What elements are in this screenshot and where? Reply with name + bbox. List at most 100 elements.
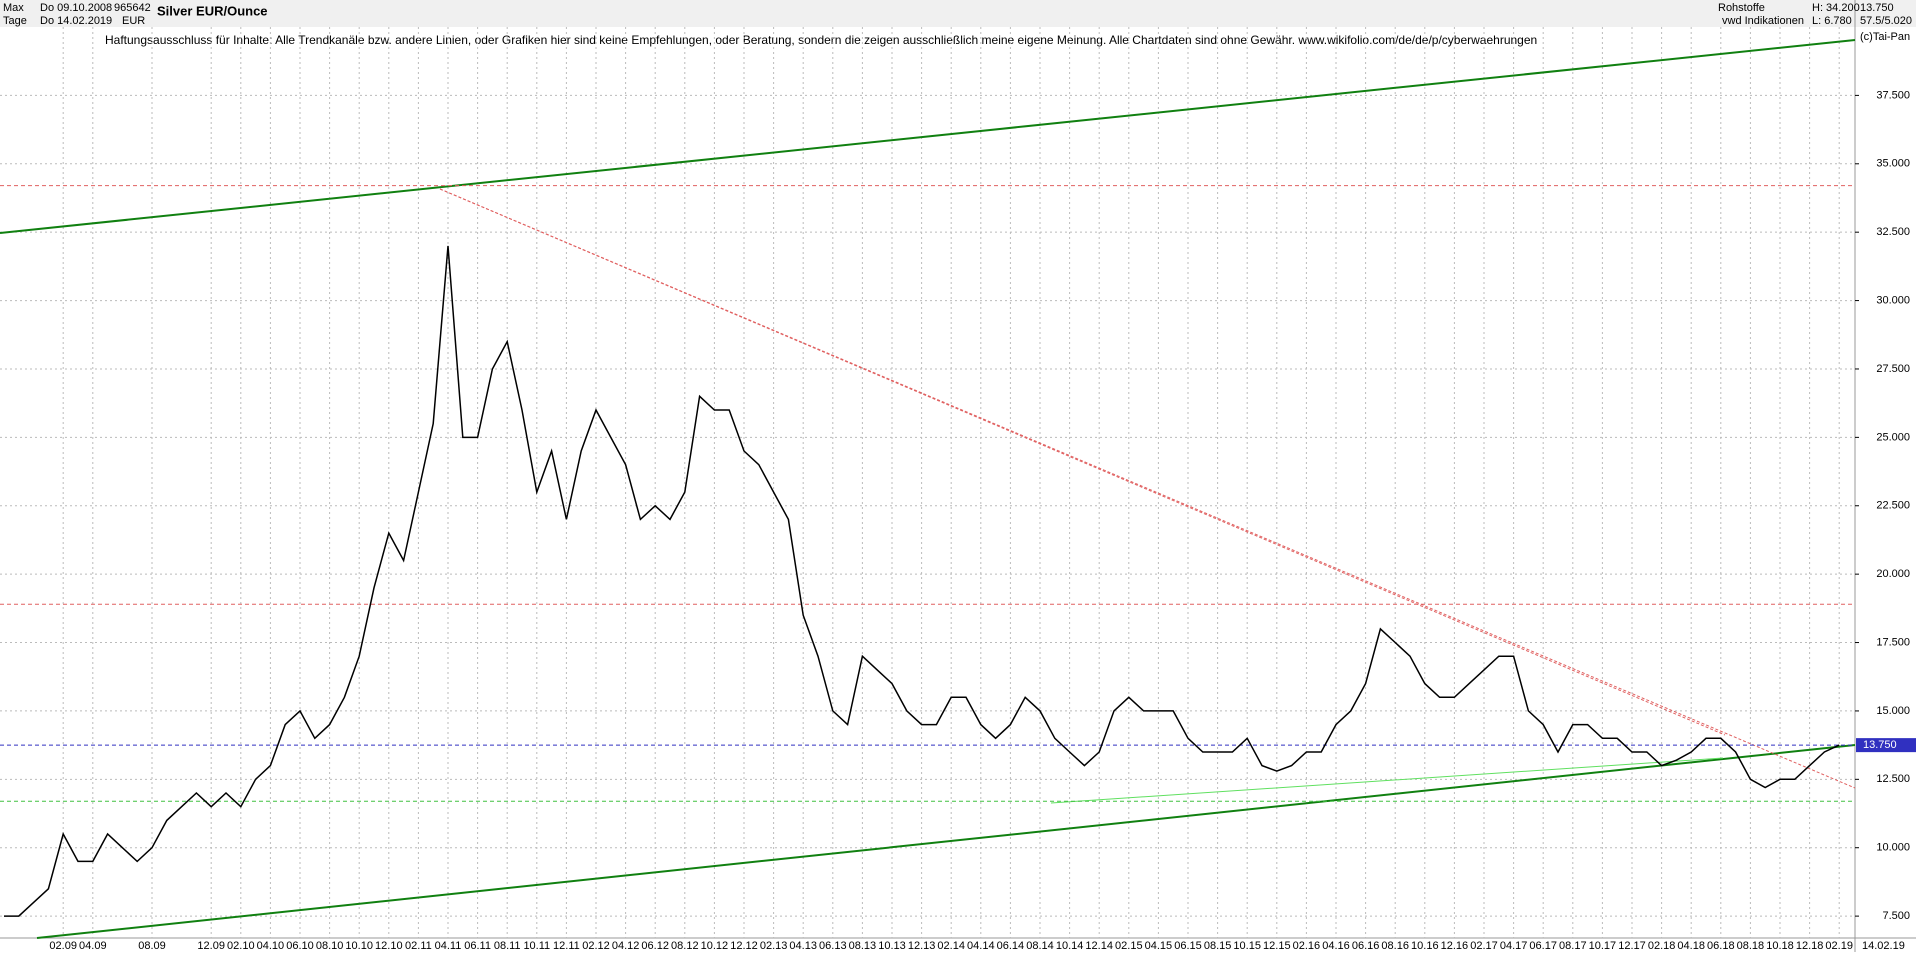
y-tick-label: 17.500 <box>1876 636 1910 648</box>
x-tick-label: 02.09 <box>49 940 77 952</box>
x-tick-label: 04.09 <box>79 940 107 952</box>
ratio: 57.5/5.020 <box>1860 15 1912 27</box>
plot <box>0 185 1855 917</box>
x-tick-label: 06.18 <box>1707 940 1735 952</box>
y-tick-label: 20.000 <box>1876 568 1910 580</box>
x-tick-label: 08.11 <box>494 940 521 952</box>
y-tick-label: 12.500 <box>1876 773 1910 785</box>
x-tick-label: 06.12 <box>641 940 669 952</box>
x-tick-label: 02.12 <box>582 940 610 952</box>
trend-line <box>1050 757 1724 804</box>
x-tick-label: 12.16 <box>1441 940 1469 952</box>
price-line <box>4 245 1840 917</box>
trend-line <box>439 188 1726 736</box>
x-tick-label: 06.13 <box>819 940 847 952</box>
y-tick-label: 10.000 <box>1876 842 1910 854</box>
currency: EUR <box>122 15 145 27</box>
instrument-id: 965642 <box>114 2 151 14</box>
x-tick-label: 10.16 <box>1411 940 1439 952</box>
x-tick-label: 10.14 <box>1056 940 1084 952</box>
x-tick-label: 12.17 <box>1618 940 1646 952</box>
x-tick-label: 08.10 <box>316 940 344 952</box>
source: Rohstoffe <box>1718 2 1765 14</box>
x-tick-label: 08.16 <box>1381 940 1409 952</box>
x-tick-label: 10.18 <box>1766 940 1794 952</box>
x-tick-label: 02.11 <box>405 940 432 952</box>
x-tick-label: 02.15 <box>1115 940 1143 952</box>
y-tick-label: 15.000 <box>1876 705 1910 717</box>
last: 13.750 <box>1860 2 1894 14</box>
x-tick-label: 02.13 <box>760 940 788 952</box>
x-tick-label: 02.17 <box>1470 940 1498 952</box>
x-tick-label: 06.14 <box>997 940 1025 952</box>
y-tick-label: 27.500 <box>1876 363 1910 375</box>
x-tick-label: 04.15 <box>1145 940 1173 952</box>
trend-line <box>36 744 1856 939</box>
x-tick-label: 04.16 <box>1322 940 1350 952</box>
provider: vwd Indikationen <box>1722 15 1804 27</box>
end-date: Do 14.02.2019 <box>40 15 112 27</box>
x-tick-label: 10.13 <box>878 940 906 952</box>
x-tick-label: 04.17 <box>1500 940 1528 952</box>
x-tick-label: 02.16 <box>1293 940 1321 952</box>
x-tick-label: 04.18 <box>1677 940 1705 952</box>
x-tick-label: 06.16 <box>1352 940 1380 952</box>
low: L: 6.780 <box>1812 15 1852 27</box>
value-badge-label: 13.750 <box>1863 739 1897 751</box>
x-tick-label: 12.09 <box>197 940 225 952</box>
x-tick-label: 04.10 <box>257 940 285 952</box>
x-tick-label: 12.12 <box>730 940 758 952</box>
x-tick-label: 12.14 <box>1085 940 1113 952</box>
x-tick-label: 12.10 <box>375 940 403 952</box>
x-tick-label: 08.18 <box>1737 940 1765 952</box>
x-tick-label: 12.13 <box>908 940 936 952</box>
x-tick-label: 06.11 <box>464 940 491 952</box>
x-tick-label: 04.14 <box>967 940 995 952</box>
y-tick-label: 7.500 <box>1882 910 1910 922</box>
y-tick-label: 37.500 <box>1876 89 1910 101</box>
y-tick-label: 25.000 <box>1876 431 1910 443</box>
y-tick-label: 35.000 <box>1876 158 1910 170</box>
header-bar <box>0 0 1916 27</box>
value-badge <box>1856 738 1916 753</box>
x-tick-label: 08.15 <box>1204 940 1232 952</box>
x-tick-label: 08.12 <box>671 940 699 952</box>
disclaimer: Haftungsausschluss für Inhalte: Alle Tre… <box>105 33 1537 47</box>
x-tick-label: 06.17 <box>1529 940 1557 952</box>
x-tick-label: 10.12 <box>701 940 729 952</box>
trend-line <box>0 39 1856 234</box>
end-date-short: 14.02.19 <box>1862 940 1905 952</box>
x-tick-label: 02.14 <box>937 940 965 952</box>
x-tick-label: 02.10 <box>227 940 255 952</box>
x-tick-label: 04.12 <box>612 940 640 952</box>
grid <box>0 27 1859 938</box>
x-tick-label: 08.09 <box>138 940 166 952</box>
x-tick-label: 10.10 <box>345 940 373 952</box>
unit: Tage <box>3 15 27 27</box>
trend-lines <box>0 39 1856 939</box>
start-date: Do 09.10.2008 <box>40 2 112 14</box>
x-tick-label: 08.17 <box>1559 940 1587 952</box>
x-tick-label: 10.17 <box>1589 940 1617 952</box>
high: H: 34.200 <box>1812 2 1860 14</box>
y-tick-label: 32.500 <box>1876 226 1910 238</box>
x-tick-label: 04.13 <box>789 940 817 952</box>
y-tick-label: 22.500 <box>1876 500 1910 512</box>
x-tick-label: 12.18 <box>1796 940 1824 952</box>
x-tick-label: 02.18 <box>1648 940 1676 952</box>
x-tick-label: 06.15 <box>1174 940 1202 952</box>
copyright: (c)Tai-Pan <box>1860 31 1910 43</box>
x-tick-label: 10.11 <box>523 940 550 952</box>
x-tick-label: 02.19 <box>1825 940 1853 952</box>
x-tick-label: 12.11 <box>553 940 580 952</box>
x-tick-label: 10.15 <box>1233 940 1261 952</box>
x-tick-label: 08.14 <box>1026 940 1054 952</box>
x-tick-label: 12.15 <box>1263 940 1291 952</box>
chart-title: Silver EUR/Ounce <box>157 3 268 18</box>
x-tick-label: 06.10 <box>286 940 314 952</box>
y-tick-label: 30.000 <box>1876 294 1910 306</box>
period: Max <box>3 2 24 14</box>
x-tick-label: 08.13 <box>849 940 877 952</box>
